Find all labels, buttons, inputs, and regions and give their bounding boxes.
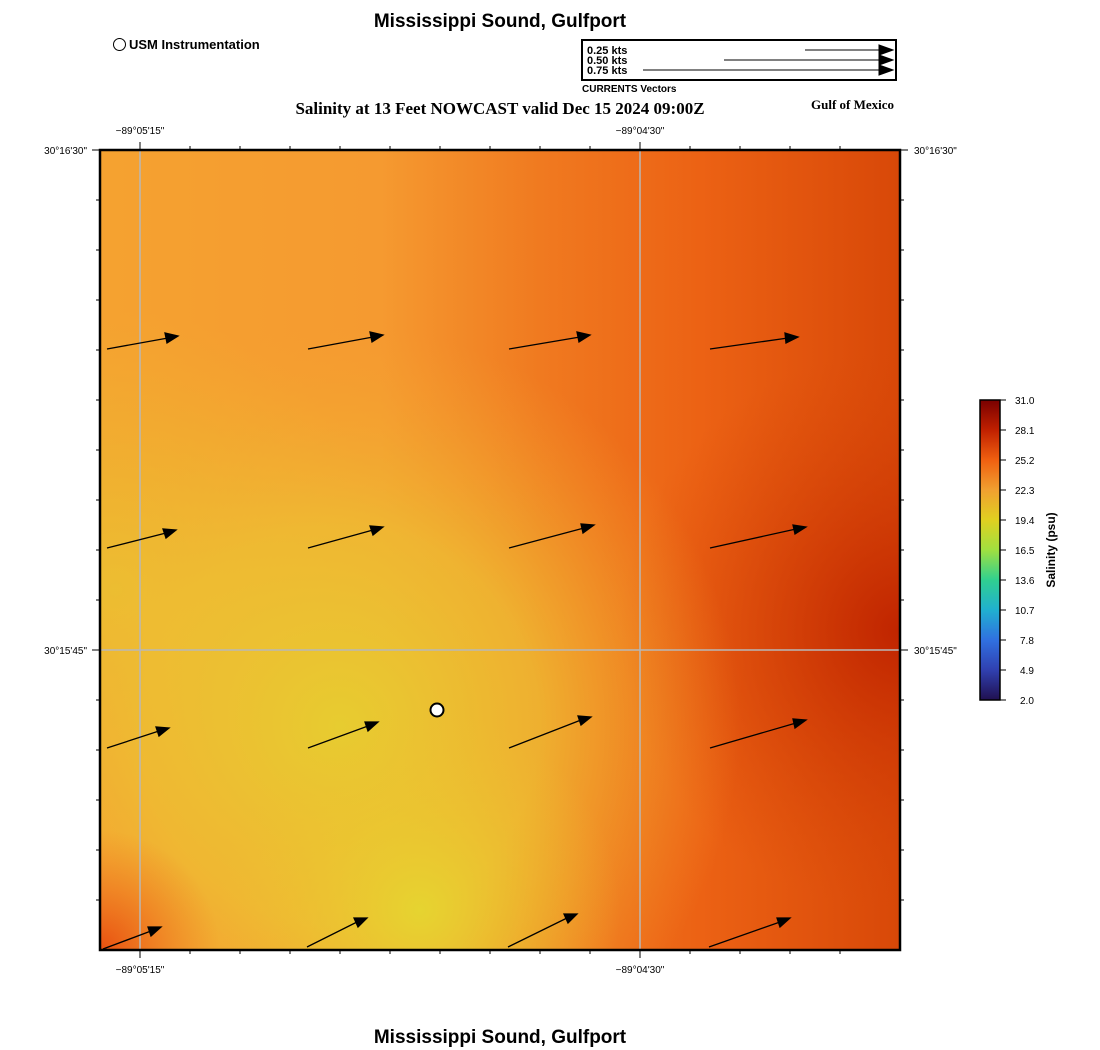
lon-label-top-2: −89°04'30": [616, 126, 665, 137]
region-label: Gulf of Mexico: [811, 97, 895, 112]
footer-title: Mississippi Sound, Gulfport: [373, 1027, 627, 1048]
current-vector-legend: 0.25 kts 0.50 kts 0.75 kts: [581, 39, 897, 81]
lon-label-top-1: −89°05'15": [116, 126, 165, 137]
usm-legend-label: USM Instrumentation: [129, 37, 260, 52]
colorbar-tick-label: 13.6: [1015, 576, 1035, 587]
salinity-colorbar: [979, 399, 1001, 701]
colorbar-tick-label: 4.9: [1020, 666, 1034, 677]
colorbar-tick-label: 7.8: [1020, 636, 1034, 647]
salinity-field: [100, 150, 900, 950]
map-ticks: [92, 142, 908, 958]
usm-station-marker-icon: [113, 38, 126, 51]
map-title: Mississippi Sound, Gulfport: [373, 11, 627, 32]
vector-legend-arrows: 0.25 kts 0.50 kts 0.75 kts: [587, 44, 895, 77]
colorbar-title: Salinity (psu): [1044, 512, 1058, 587]
vector-legend-arrowhead-1: [878, 44, 895, 56]
vector-legend-arrowhead-3: [878, 64, 895, 76]
lat-label-right-2: 30°15'45": [914, 646, 957, 657]
lon-label-bottom-2: −89°04'30": [616, 965, 665, 976]
lat-label-left-2: 30°15'45": [44, 646, 87, 657]
colorbar-tick-label: 19.4: [1015, 516, 1035, 527]
colorbar-tick-label: 16.5: [1015, 546, 1035, 557]
colorbar-tick-label: 22.3: [1015, 486, 1035, 497]
map-subtitle: Salinity at 13 Feet NOWCAST valid Dec 15…: [295, 99, 705, 118]
vector-legend-label-3: 0.75 kts: [587, 65, 627, 77]
usm-legend: USM Instrumentation: [113, 37, 260, 52]
current-vectors: [102, 331, 808, 950]
lat-label-left-1: 30°16'30": [44, 146, 87, 157]
lat-label-right-1: 30°16'30": [914, 146, 957, 157]
usm-station-icon[interactable]: [429, 702, 445, 718]
colorbar-tick-label: 2.0: [1020, 696, 1034, 707]
colorbar-tick-label: 31.0: [1015, 396, 1035, 407]
colorbar-tick-label: 28.1: [1015, 426, 1035, 437]
colorbar-tick-label: 25.2: [1015, 456, 1035, 467]
vector-legend-caption: CURRENTS Vectors: [582, 84, 677, 95]
colorbar-tick-label: 10.7: [1015, 606, 1035, 617]
graticule: [100, 150, 900, 950]
vector-legend-label-2: 0.50 kts: [587, 55, 627, 67]
lon-label-bottom-1: −89°05'15": [116, 965, 165, 976]
vector-legend-arrowhead-2: [878, 54, 895, 66]
vector-legend-label-1: 0.25 kts: [587, 45, 627, 57]
